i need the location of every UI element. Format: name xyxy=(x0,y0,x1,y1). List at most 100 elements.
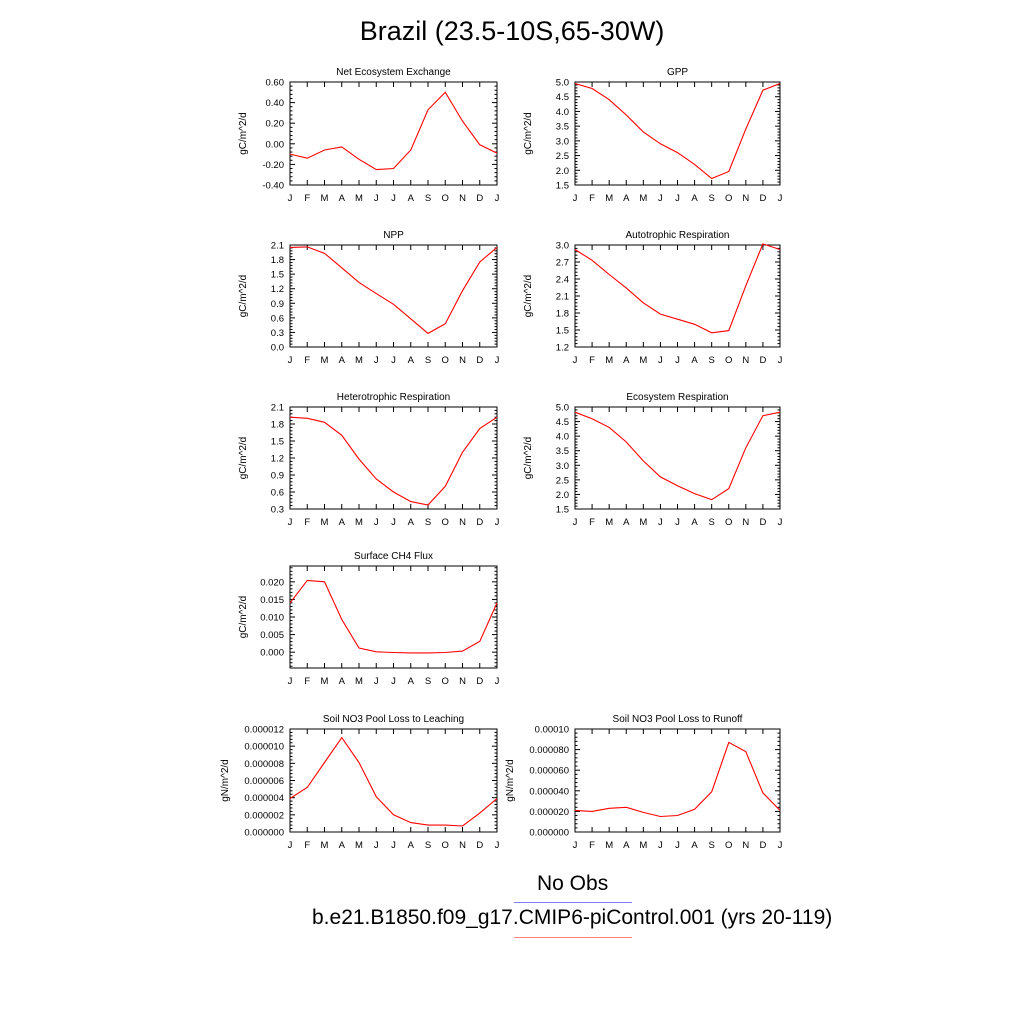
series-line xyxy=(574,82,781,180)
series-line xyxy=(574,741,781,818)
series-line xyxy=(289,416,498,506)
x-tick-label: A xyxy=(691,840,698,851)
x-tick-label: J xyxy=(658,840,663,851)
y-tick-label: 0.000010 xyxy=(244,742,284,753)
y-tick-label: 0.6 xyxy=(271,313,284,324)
x-tick-label: J xyxy=(658,517,663,528)
y-tick-label: 3.0 xyxy=(556,461,569,472)
x-tick-label: D xyxy=(476,676,483,687)
y-tick-label: 0.000040 xyxy=(529,786,569,797)
y-axis-label: gC/m^2/d xyxy=(523,112,534,155)
y-tick-label: 0.00010 xyxy=(535,725,569,736)
y-tick-label: 1.5 xyxy=(556,181,569,192)
y-tick-label: 0.000060 xyxy=(529,766,569,777)
y-tick-label: 2.5 xyxy=(556,475,569,486)
x-tick-label: J xyxy=(391,193,396,204)
x-tick-label: A xyxy=(408,355,415,366)
y-tick-label: 5.0 xyxy=(556,78,569,89)
plot-frame xyxy=(289,406,498,510)
y-tick-label: 0.3 xyxy=(271,328,284,339)
x-tick-label: M xyxy=(639,355,647,366)
y-tick-label: 0.000020 xyxy=(529,807,569,818)
y-tick-label: 0.010 xyxy=(260,613,284,624)
x-tick-label: S xyxy=(425,517,431,528)
x-tick-label: O xyxy=(725,193,732,204)
x-tick-label: J xyxy=(391,840,396,851)
x-tick-label: J xyxy=(778,355,783,366)
x-tick-label: J xyxy=(374,840,379,851)
y-axis-label: gC/m^2/d xyxy=(238,596,249,639)
series-line xyxy=(289,246,498,335)
y-tick-label: 0.00 xyxy=(266,139,285,150)
y-tick-label: 0.9 xyxy=(271,299,284,310)
legend-model-label: b.e21.B1850.f09_g17.CMIP6-piControl.001 … xyxy=(312,906,833,929)
x-tick-label: A xyxy=(623,517,630,528)
series-line xyxy=(289,579,498,654)
x-tick-label: N xyxy=(459,840,466,851)
x-tick-label: J xyxy=(573,840,578,851)
x-tick-label: S xyxy=(425,355,431,366)
chart-panel: Net Ecosystem Exchange -0.40 -0.20 0.00 0.20… xyxy=(238,67,500,204)
x-tick-label: M xyxy=(355,840,363,851)
chart-panel: Surface CH4 Flux 0.000 0.005 0.010 0.015 0.02… xyxy=(238,551,500,687)
x-tick-label: D xyxy=(476,193,483,204)
x-tick-label: A xyxy=(339,355,346,366)
y-tick-label: 0.000002 xyxy=(244,810,284,821)
y-tick-label: 3.5 xyxy=(556,122,569,133)
x-tick-label: O xyxy=(442,676,449,687)
y-tick-label: 2.0 xyxy=(556,490,569,501)
x-tick-label: M xyxy=(605,517,613,528)
series-line xyxy=(574,411,781,501)
y-tick-label: 0.60 xyxy=(266,78,285,89)
y-tick-label: 0.6 xyxy=(271,488,284,499)
y-tick-label: 1.2 xyxy=(556,343,569,354)
x-tick-label: J xyxy=(495,676,500,687)
chart-title: Ecosystem Respiration xyxy=(626,392,728,403)
y-tick-label: 0.3 xyxy=(271,505,284,516)
chart-panel: Autotrophic Respiration 1.2 1.5 1.8 2.1 2.4 2.… xyxy=(523,230,783,366)
x-tick-label: A xyxy=(623,193,630,204)
y-axis-label: gN/m^2/d xyxy=(505,759,516,802)
y-tick-label: 0.20 xyxy=(266,119,285,130)
y-tick-label: 0.0 xyxy=(271,343,284,354)
x-tick-label: J xyxy=(374,355,379,366)
series-line xyxy=(289,91,498,171)
y-tick-label: 0.000080 xyxy=(529,745,569,756)
x-tick-label: D xyxy=(476,517,483,528)
x-tick-label: F xyxy=(304,676,310,687)
y-tick-label: 4.5 xyxy=(556,92,569,103)
x-tick-label: O xyxy=(725,517,732,528)
series-line xyxy=(574,243,781,334)
plot-frame xyxy=(289,81,498,186)
y-tick-label: 0.40 xyxy=(266,98,285,109)
x-tick-label: N xyxy=(742,355,749,366)
x-tick-label: S xyxy=(708,517,714,528)
x-tick-label: J xyxy=(573,355,578,366)
x-tick-label: J xyxy=(675,840,680,851)
x-tick-label: M xyxy=(639,517,647,528)
x-tick-label: J xyxy=(495,193,500,204)
x-tick-label: J xyxy=(778,517,783,528)
y-tick-label: 0.000004 xyxy=(244,793,284,804)
y-tick-label: 4.5 xyxy=(556,417,569,428)
x-tick-label: A xyxy=(623,840,630,851)
chart-panel: Soil NO3 Pool Loss to Leaching 0.000000 0.… xyxy=(220,714,500,851)
x-tick-label: M xyxy=(321,840,329,851)
x-tick-label: J xyxy=(288,193,293,204)
x-tick-label: A xyxy=(691,355,698,366)
chart-title: Soil NO3 Pool Loss to Leaching xyxy=(323,714,464,725)
y-tick-label: 1.5 xyxy=(271,437,284,448)
x-tick-label: A xyxy=(408,840,415,851)
x-tick-label: N xyxy=(742,193,749,204)
y-tick-label: 2.7 xyxy=(556,258,569,269)
x-tick-label: J xyxy=(495,355,500,366)
plot-frame xyxy=(289,244,498,348)
x-tick-label: A xyxy=(691,517,698,528)
plot-frame xyxy=(574,406,781,510)
x-tick-label: M xyxy=(605,193,613,204)
x-tick-label: A xyxy=(408,193,415,204)
y-tick-label: 2.1 xyxy=(271,241,284,252)
y-tick-label: 4.0 xyxy=(556,107,569,118)
